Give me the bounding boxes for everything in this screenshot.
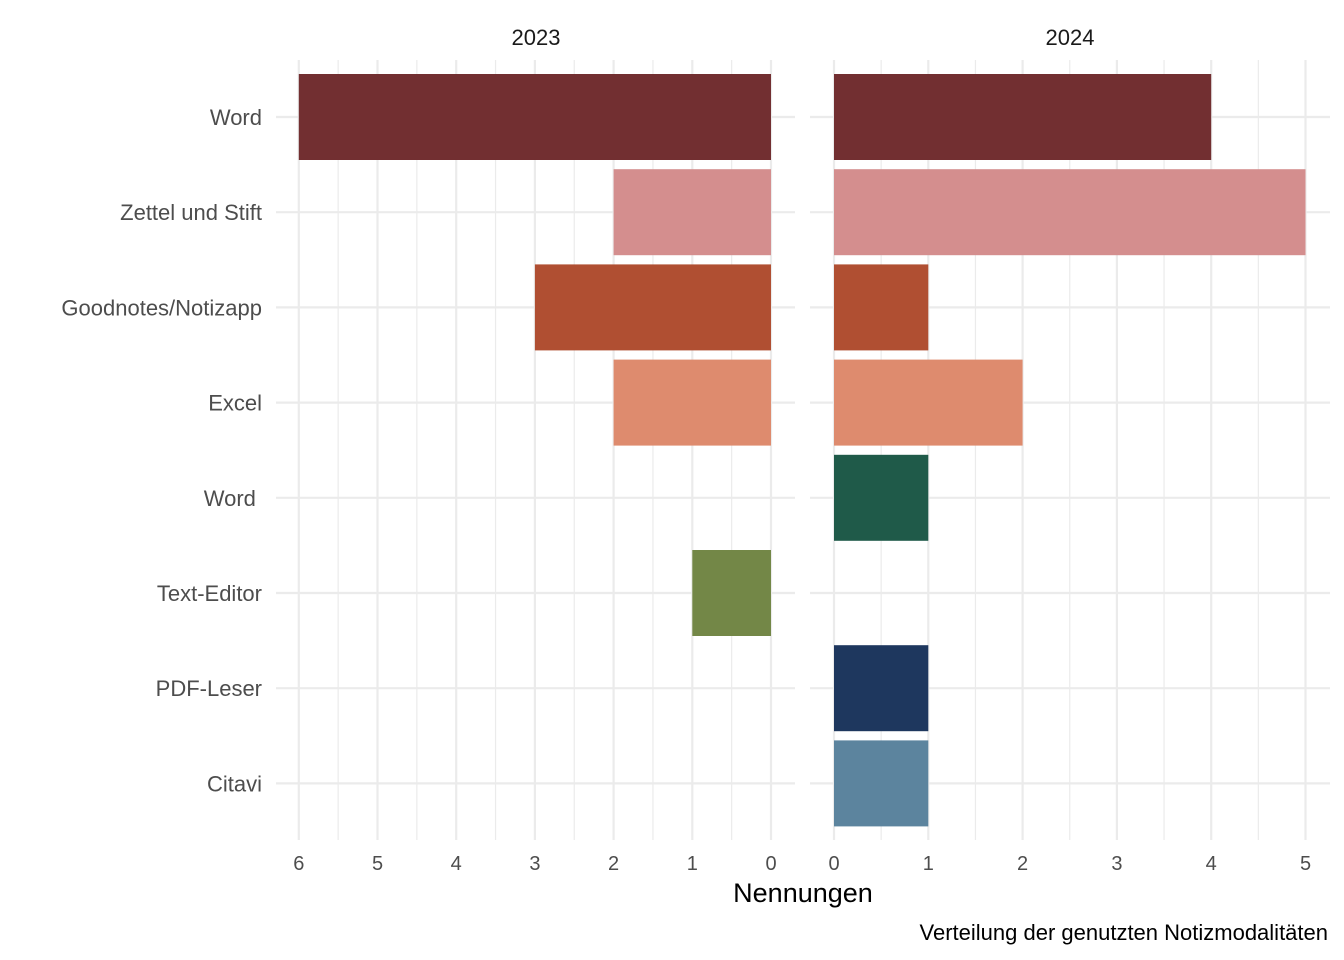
panel-title-2024: 2024 <box>1046 25 1095 50</box>
category-label-7: Citavi <box>207 771 262 796</box>
bar-2023-0 <box>298 74 771 160</box>
category-label-0: Word <box>210 105 262 130</box>
x-axis-title: Nennungen <box>733 878 873 908</box>
x-tick-label-2024: 5 <box>1300 853 1311 875</box>
category-label-6: PDF-Leser <box>156 676 262 701</box>
x-tick-label-2024: 4 <box>1206 853 1217 875</box>
x-tick-label-2023: 0 <box>765 853 776 875</box>
bar-layer <box>298 74 1306 827</box>
bar-2024-6 <box>834 645 929 732</box>
category-label-1: Zettel und Stift <box>120 200 262 225</box>
caption: Verteilung der genutzten Notizmodalitäte… <box>920 920 1328 945</box>
x-tick-label-2024: 3 <box>1111 853 1122 875</box>
bar-2024-7 <box>834 740 929 827</box>
bar-2024-4 <box>834 454 929 541</box>
x-tick-label-2024: 1 <box>923 853 934 875</box>
x-tick-label-2023: 4 <box>451 853 462 875</box>
panel-title-2023: 2023 <box>512 25 561 50</box>
x-tick-label-2024: 0 <box>828 853 839 875</box>
bar-2024-3 <box>834 359 1023 446</box>
bar-2023-1 <box>613 169 771 256</box>
category-label-4: Word <box>204 486 262 511</box>
x-tick-label-2023: 5 <box>372 853 383 875</box>
bar-2024-0 <box>834 74 1212 160</box>
bar-2024-2 <box>834 264 929 351</box>
bar-2023-5 <box>692 550 771 636</box>
bar-2024-1 <box>834 169 1306 256</box>
x-tick-label-2023: 2 <box>608 853 619 875</box>
bar-2023-2 <box>534 264 771 351</box>
x-tick-label-2023: 3 <box>529 853 540 875</box>
category-label-3: Excel <box>208 391 262 416</box>
bar-2023-3 <box>613 359 771 446</box>
x-tick-label-2024: 2 <box>1017 853 1028 875</box>
label-layer: 6 5 4 3 2 1 0 0 1 2 3 4 5 Word Zettel und Stift Goodnot… <box>61 105 1311 875</box>
x-tick-label-2023: 6 <box>293 853 304 875</box>
x-tick-label-2023: 1 <box>687 853 698 875</box>
category-label-5: Text-Editor <box>157 581 262 606</box>
category-label-2: Goodnotes/Notizapp <box>61 295 262 320</box>
